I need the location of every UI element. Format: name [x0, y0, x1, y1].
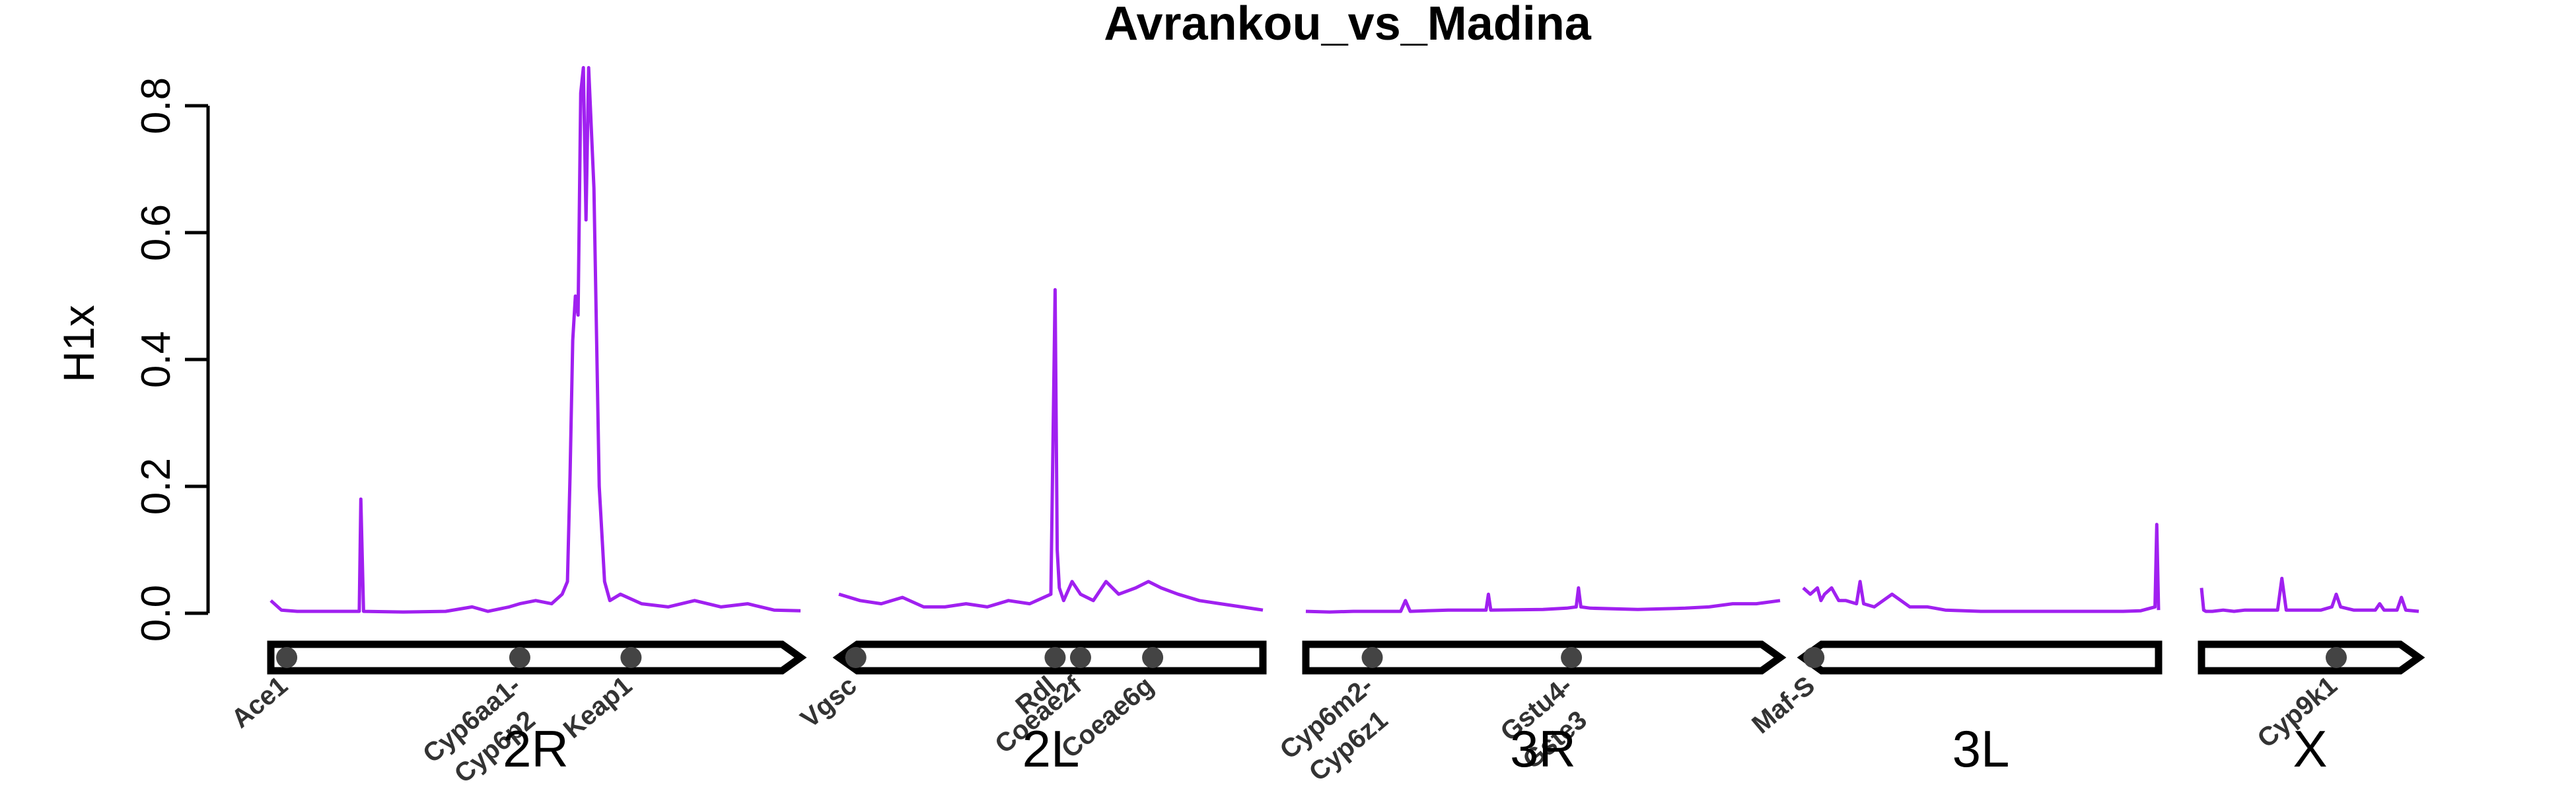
series-lines — [269, 65, 2419, 614]
series-line-x — [2200, 576, 2419, 613]
chromosome-label-3l: 3L — [1952, 720, 2010, 778]
gene-marker — [1044, 647, 1066, 668]
y-tick-label: 0.4 — [133, 331, 179, 388]
series-line-2l — [838, 287, 1264, 612]
y-tick-label: 0.2 — [133, 458, 179, 515]
ideogram-2r — [267, 640, 807, 675]
gene-marker — [276, 647, 298, 668]
gene-marker — [1142, 647, 1164, 668]
chromosome-label-2r: 2R — [503, 720, 569, 778]
ideogram-3l — [1797, 640, 2163, 675]
chromosome-label-x: X — [2293, 720, 2327, 778]
gene-marker — [1361, 647, 1383, 668]
gene-label: Maf-S — [1746, 671, 1820, 739]
gene-marker — [1069, 647, 1091, 668]
series-line-3l — [1802, 523, 2161, 613]
chromosome-label-3r: 3R — [1510, 720, 1576, 778]
gene-label: Vgsc — [795, 671, 863, 734]
y-axis: 0.0 0.2 0.4 0.6 0.8 — [133, 77, 210, 642]
gene-marker — [1803, 647, 1825, 668]
gene-marker — [1561, 647, 1583, 668]
chromosome-ideograms — [267, 640, 2425, 675]
gene-label: Keap1 — [558, 671, 637, 744]
chromosome-labels: 2R 2L 3R 3L X — [503, 720, 2327, 778]
gene-marker — [620, 647, 642, 668]
gene-marker — [845, 647, 867, 668]
ideogram-x — [2198, 640, 2425, 675]
chromosome-label-2l: 2L — [1022, 720, 1080, 778]
gene-label: Ace1 — [226, 671, 293, 734]
series-line-2r — [269, 65, 801, 614]
y-tick-label: 0.8 — [133, 77, 179, 134]
chart-title: Avrankou_vs_Madina — [1104, 0, 1592, 50]
y-axis-label: H1x — [54, 305, 103, 382]
ideogram-2l — [832, 640, 1267, 675]
ideogram-3r — [1302, 640, 1787, 675]
gene-marker — [509, 647, 530, 668]
series-line-3r — [1305, 586, 1781, 614]
y-tick-label: 0.0 — [133, 585, 179, 642]
y-tick-label: 0.6 — [133, 204, 179, 261]
gene-marker — [2325, 647, 2347, 668]
